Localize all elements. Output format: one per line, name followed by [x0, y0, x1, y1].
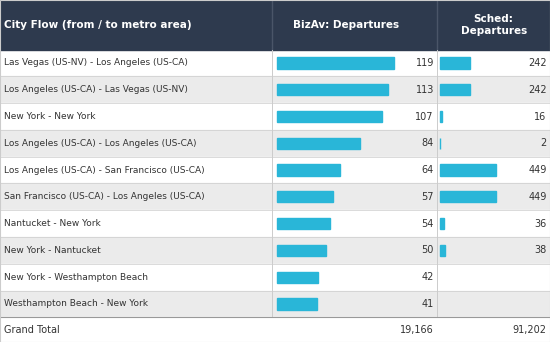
- Bar: [0, 210, 550, 237]
- Bar: [440, 191, 496, 202]
- Bar: [440, 111, 442, 122]
- Bar: [0, 76, 550, 103]
- Bar: [277, 84, 388, 95]
- Bar: [0, 157, 550, 184]
- Text: 42: 42: [421, 272, 434, 282]
- Bar: [440, 165, 496, 176]
- Bar: [0, 50, 550, 76]
- Text: 41: 41: [422, 299, 434, 309]
- Bar: [277, 57, 394, 69]
- Text: 54: 54: [421, 219, 434, 229]
- Text: Los Angeles (US-CA) - Las Vegas (US-NV): Los Angeles (US-CA) - Las Vegas (US-NV): [4, 85, 188, 94]
- Bar: [277, 111, 382, 122]
- Text: 242: 242: [528, 85, 547, 95]
- Text: 16: 16: [535, 111, 547, 121]
- Bar: [440, 84, 470, 95]
- Text: Las Vegas (US-NV) - Los Angeles (US-CA): Las Vegas (US-NV) - Los Angeles (US-CA): [4, 58, 188, 67]
- Bar: [277, 245, 326, 256]
- Bar: [277, 191, 333, 202]
- Bar: [277, 165, 340, 176]
- Text: 449: 449: [529, 165, 547, 175]
- Text: 119: 119: [416, 58, 434, 68]
- Bar: [440, 245, 445, 256]
- Text: Westhampton Beach - New York: Westhampton Beach - New York: [4, 300, 148, 308]
- Bar: [0, 0, 550, 50]
- Text: New York - Westhampton Beach: New York - Westhampton Beach: [4, 273, 148, 282]
- Text: 107: 107: [415, 111, 434, 121]
- Bar: [0, 264, 550, 291]
- Text: 57: 57: [421, 192, 434, 202]
- Text: New York - Nantucket: New York - Nantucket: [4, 246, 101, 255]
- Text: Grand Total: Grand Total: [4, 325, 60, 335]
- Text: Sched:
Departures: Sched: Departures: [460, 14, 527, 36]
- Bar: [0, 130, 550, 157]
- Text: New York - New York: New York - New York: [4, 112, 96, 121]
- Text: San Francisco (US-CA) - Los Angeles (US-CA): San Francisco (US-CA) - Los Angeles (US-…: [4, 192, 205, 201]
- Text: BizAv: Departures: BizAv: Departures: [294, 20, 399, 30]
- Text: 19,166: 19,166: [400, 325, 434, 335]
- Bar: [0, 237, 550, 264]
- Text: 449: 449: [529, 192, 547, 202]
- Text: Los Angeles (US-CA) - Los Angeles (US-CA): Los Angeles (US-CA) - Los Angeles (US-CA…: [4, 139, 197, 148]
- Bar: [0, 317, 550, 342]
- Bar: [277, 138, 360, 149]
- Text: 2: 2: [541, 138, 547, 148]
- Text: 113: 113: [416, 85, 434, 95]
- Text: 38: 38: [535, 246, 547, 255]
- Text: 36: 36: [535, 219, 547, 229]
- Text: Nantucket - New York: Nantucket - New York: [4, 219, 101, 228]
- Bar: [0, 184, 550, 210]
- Text: 64: 64: [422, 165, 434, 175]
- Text: Los Angeles (US-CA) - San Francisco (US-CA): Los Angeles (US-CA) - San Francisco (US-…: [4, 166, 205, 175]
- Bar: [277, 272, 318, 283]
- Bar: [440, 218, 444, 229]
- Text: City Flow (from / to metro area): City Flow (from / to metro area): [4, 20, 192, 30]
- Bar: [0, 103, 550, 130]
- Text: 242: 242: [528, 58, 547, 68]
- Text: 50: 50: [421, 246, 434, 255]
- Bar: [277, 218, 330, 229]
- Text: 91,202: 91,202: [513, 325, 547, 335]
- Bar: [440, 57, 470, 69]
- Bar: [277, 298, 317, 310]
- Bar: [0, 291, 550, 317]
- Text: 84: 84: [422, 138, 434, 148]
